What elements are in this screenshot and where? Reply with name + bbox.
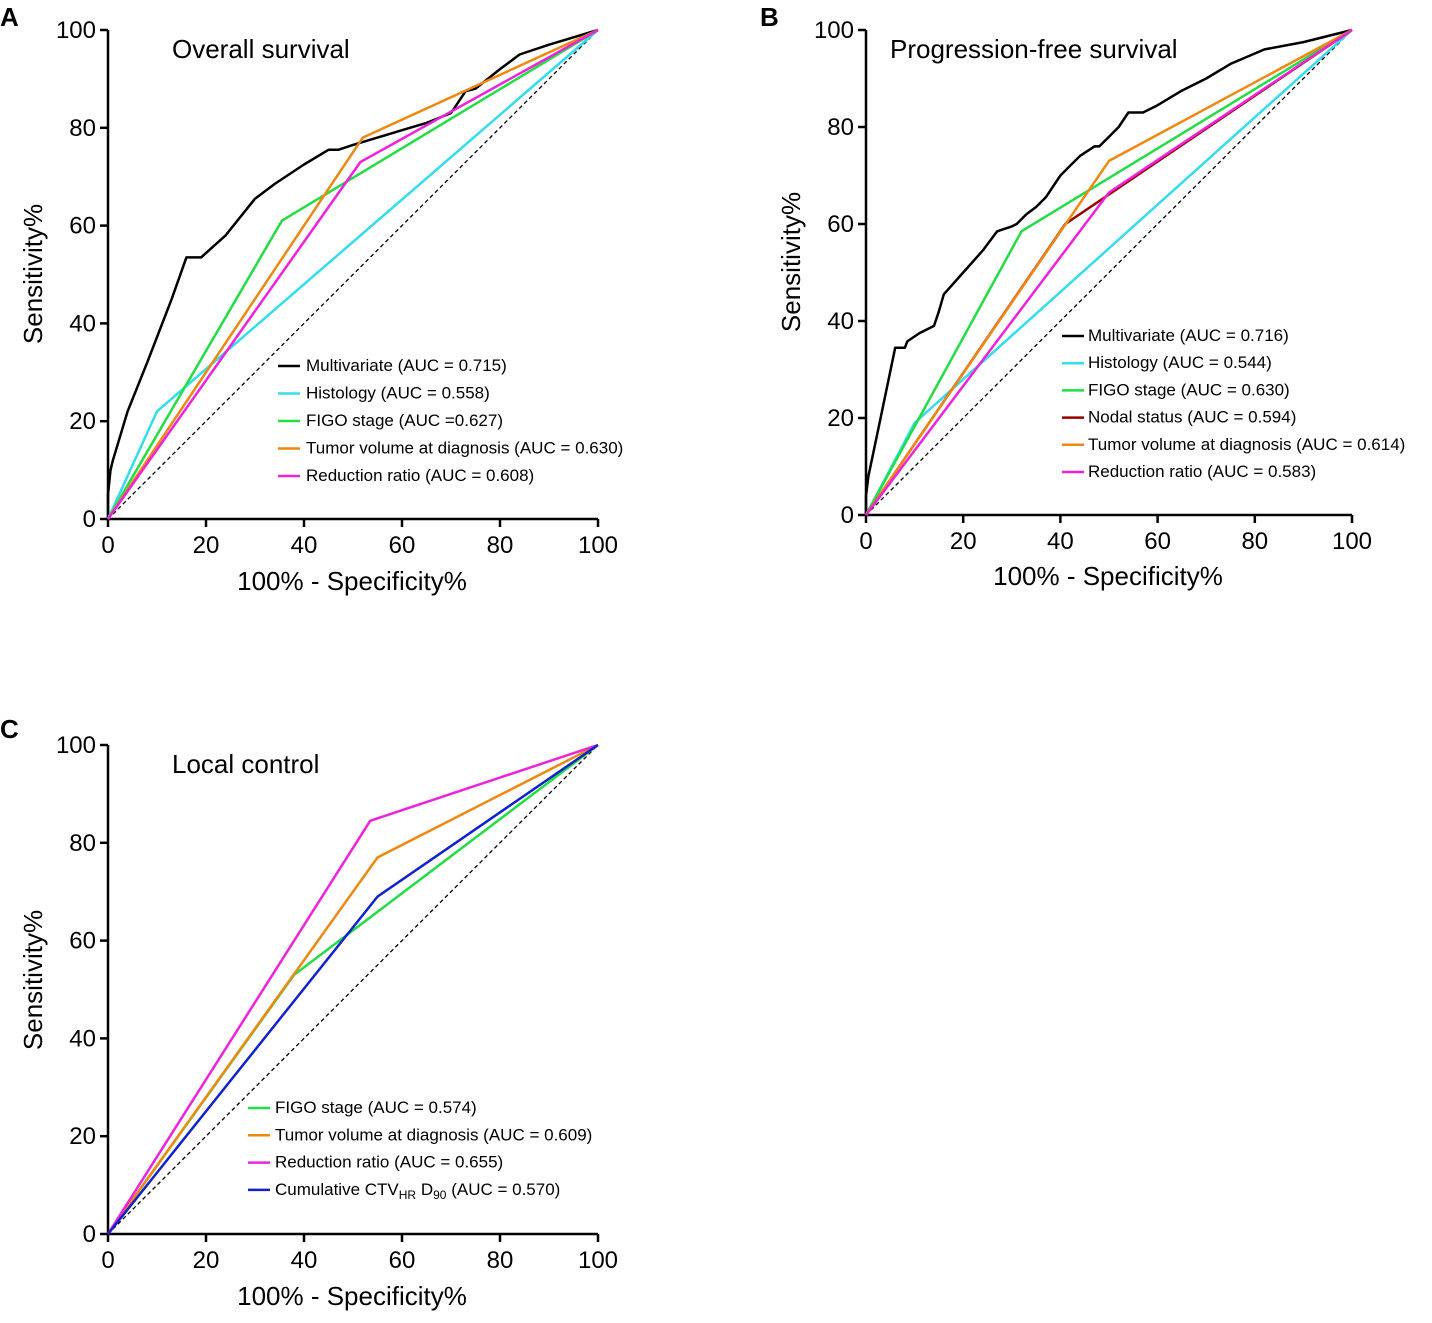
roc-line-a-reduction-ratio <box>106 28 599 520</box>
panel-title-a: Overall survival <box>172 34 350 64</box>
y-tick-label-b-20: 20 <box>827 405 854 432</box>
x-tick-label-b-60: 60 <box>1144 528 1171 555</box>
panel-letter-a: A <box>0 2 19 32</box>
y-tick-label-c-20: 20 <box>69 1123 96 1150</box>
x-axis-title-a: 100% - Specificity% <box>237 566 467 596</box>
x-tick-label-b-20: 20 <box>950 528 977 555</box>
reference-diagonal-c <box>107 744 599 1235</box>
roc-line-b-tumor-volume-at-diagnosis <box>864 28 1353 516</box>
panel-title-b: Progression-free survival <box>890 34 1178 64</box>
panel-c: C Local control 100% - Specificity% Sens… <box>0 714 618 1311</box>
x-tick-label-a-60: 60 <box>389 532 416 559</box>
y-tick-label-a-0: 0 <box>83 506 96 533</box>
x-tick-label-a-100: 100 <box>578 532 618 559</box>
legend-label-a-reduction-ratio: Reduction ratio (AUC = 0.608) <box>306 466 534 485</box>
legend-label-b-figo-stage: FIGO stage (AUC = 0.630) <box>1088 380 1290 399</box>
legend-label-b-histology: Histology (AUC = 0.544) <box>1088 353 1272 372</box>
legend-label-a-multivariate: Multivariate (AUC = 0.715) <box>306 356 507 375</box>
legend-label-b-nodal-status: Nodal status (AUC = 0.594) <box>1088 408 1296 427</box>
y-tick-label-c-80: 80 <box>69 830 96 857</box>
x-tick-label-a-40: 40 <box>291 532 318 559</box>
roc-line-c-cumulative-ctvhr-d90 <box>107 743 599 1235</box>
legend-label-c-reduction-ratio: Reduction ratio (AUC = 0.655) <box>275 1153 503 1172</box>
roc-line-c-tumor-volume-at-diagnosis <box>106 743 599 1235</box>
y-tick-label-b-40: 40 <box>827 308 854 335</box>
roc-line-b-multivariate <box>864 28 1353 515</box>
x-tick-label-c-60: 60 <box>389 1247 416 1274</box>
x-tick-label-a-80: 80 <box>487 532 514 559</box>
legend-label-a-figo-stage: FIGO stage (AUC =0.627) <box>306 411 503 430</box>
roc-line-a-figo-stage <box>106 28 599 520</box>
roc-line-c-reduction-ratio <box>106 743 599 1235</box>
legend-label-c-tumor-volume-at-diagnosis: Tumor volume at diagnosis (AUC = 0.609) <box>275 1125 592 1144</box>
x-tick-label-a-20: 20 <box>193 532 220 559</box>
y-tick-label-a-100: 100 <box>56 17 96 44</box>
x-tick-label-c-0: 0 <box>101 1247 114 1274</box>
legend-label-b-multivariate: Multivariate (AUC = 0.716) <box>1088 326 1289 345</box>
panel-a: A Overall survival 100% - Specificity% S… <box>0 2 623 596</box>
y-tick-label-b-0: 0 <box>841 502 854 529</box>
y-tick-label-a-40: 40 <box>69 310 96 337</box>
panel-title-c: Local control <box>172 749 319 779</box>
y-tick-label-a-80: 80 <box>69 115 96 142</box>
legend-label-b-tumor-volume-at-diagnosis: Tumor volume at diagnosis (AUC = 0.614) <box>1088 435 1405 454</box>
y-tick-label-c-0: 0 <box>83 1221 96 1248</box>
y-tick-label-c-60: 60 <box>69 928 96 955</box>
roc-line-a-histology <box>106 29 599 520</box>
y-tick-label-b-100: 100 <box>814 17 854 44</box>
x-tick-label-c-20: 20 <box>193 1247 220 1274</box>
y-tick-label-a-20: 20 <box>69 408 96 435</box>
x-tick-label-b-0: 0 <box>859 528 872 555</box>
x-tick-label-b-100: 100 <box>1332 528 1372 555</box>
legend-label-c-figo-stage: FIGO stage (AUC = 0.574) <box>275 1098 477 1117</box>
panel-b: B Progression-free survival 100% - Speci… <box>760 2 1405 591</box>
x-axis-title-b: 100% - Specificity% <box>993 561 1223 591</box>
x-tick-label-c-40: 40 <box>291 1247 318 1274</box>
legend-label-a-histology: Histology (AUC = 0.558) <box>306 384 490 403</box>
y-tick-label-b-80: 80 <box>827 114 854 141</box>
roc-line-a-tumor-volume-at-diagnosis <box>106 28 599 520</box>
roc-line-a-multivariate <box>106 28 599 519</box>
y-axis-title-a: Sensitivity% <box>18 204 48 344</box>
legend-label-c-cumulative-ctvhr-d90: Cumulative CTVHR D90 (AUC = 0.570) <box>275 1180 560 1202</box>
x-tick-label-b-80: 80 <box>1241 528 1268 555</box>
x-tick-label-c-80: 80 <box>487 1247 514 1274</box>
reference-diagonal-a <box>107 29 599 520</box>
panel-letter-c: C <box>0 714 19 744</box>
y-tick-label-c-40: 40 <box>69 1025 96 1052</box>
roc-line-b-figo-stage <box>864 28 1353 516</box>
x-tick-label-a-0: 0 <box>101 532 114 559</box>
reference-diagonal-b <box>865 29 1353 516</box>
x-tick-label-b-40: 40 <box>1047 528 1074 555</box>
x-axis-title-c: 100% - Specificity% <box>237 1281 467 1311</box>
legend-label-a-tumor-volume-at-diagnosis: Tumor volume at diagnosis (AUC = 0.630) <box>306 439 623 458</box>
x-tick-label-c-100: 100 <box>578 1247 618 1274</box>
y-axis-title-c: Sensitivity% <box>18 910 48 1050</box>
y-axis-title-b: Sensitivity% <box>776 192 806 332</box>
roc-line-b-reduction-ratio <box>865 28 1353 516</box>
legend-label-b-reduction-ratio: Reduction ratio (AUC = 0.583) <box>1088 462 1316 481</box>
y-tick-label-c-100: 100 <box>56 732 96 759</box>
y-tick-label-b-60: 60 <box>827 211 854 238</box>
panel-letter-b: B <box>760 2 779 32</box>
y-tick-label-a-60: 60 <box>69 213 96 240</box>
